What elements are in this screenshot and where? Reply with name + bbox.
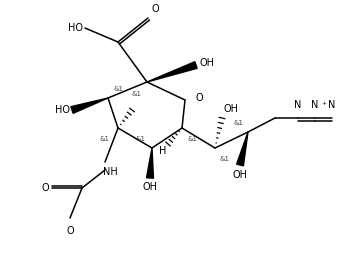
- Polygon shape: [147, 148, 153, 178]
- Text: O: O: [66, 226, 74, 236]
- Text: OH: OH: [200, 58, 215, 68]
- Text: +: +: [321, 101, 326, 106]
- Text: O: O: [195, 93, 203, 103]
- Text: N: N: [294, 100, 302, 110]
- Text: &1: &1: [113, 86, 123, 92]
- Text: HO: HO: [68, 23, 83, 33]
- Text: HO: HO: [55, 105, 70, 115]
- Text: N: N: [328, 100, 336, 110]
- Polygon shape: [147, 62, 197, 82]
- Text: NH: NH: [103, 167, 117, 177]
- Text: &1: &1: [136, 136, 146, 142]
- Text: OH: OH: [224, 104, 239, 114]
- Text: &1: &1: [233, 120, 243, 126]
- Polygon shape: [237, 132, 248, 166]
- Text: &1: &1: [220, 156, 230, 162]
- Text: O: O: [152, 4, 159, 14]
- Text: OH: OH: [142, 182, 157, 192]
- Text: &1: &1: [132, 91, 142, 97]
- Polygon shape: [71, 98, 108, 113]
- Text: &1: &1: [188, 136, 198, 142]
- Text: H: H: [159, 146, 166, 156]
- Text: OH: OH: [233, 170, 248, 180]
- Text: −: −: [338, 97, 340, 106]
- Text: O: O: [41, 183, 49, 193]
- Text: &1: &1: [100, 136, 110, 142]
- Text: N: N: [311, 100, 319, 110]
